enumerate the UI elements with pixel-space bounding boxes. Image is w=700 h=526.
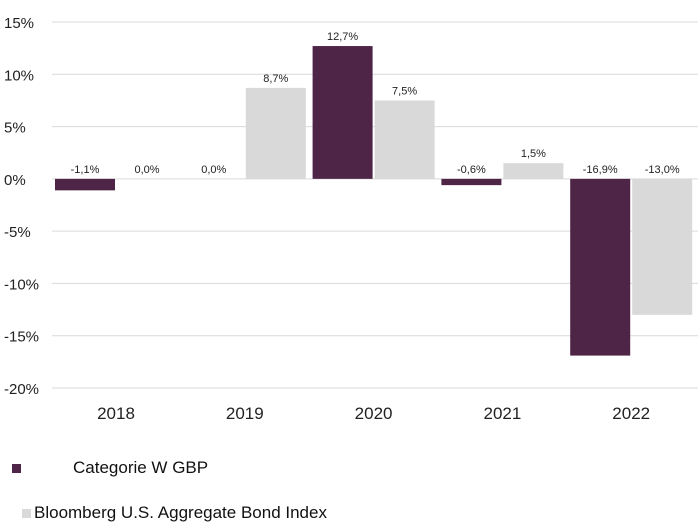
bar-series-1 (570, 178, 631, 356)
data-label: -1,1% (71, 164, 100, 176)
y-tick-label: 10% (4, 67, 34, 84)
data-label: 0,0% (201, 164, 226, 176)
x-tick-label: 2018 (97, 404, 135, 423)
y-tick-label: 5% (4, 120, 26, 137)
bar-series-2 (245, 87, 306, 179)
legend-swatch-series-1 (12, 463, 21, 473)
y-tick-label: 0% (4, 172, 26, 189)
data-labels: -1,1% 0,0% 0,0% 8,7% 12,7% 7,5% -0,6% 1,5% -16,9… (71, 31, 680, 176)
data-label: 1,5% (521, 148, 546, 160)
y-tick-label: -5% (4, 224, 31, 241)
bar-series-2 (374, 100, 435, 179)
y-tick-label: -15% (4, 329, 39, 346)
x-tick-label: 2019 (226, 404, 264, 423)
x-tick-label: 2022 (612, 404, 650, 423)
data-label: 8,7% (263, 73, 288, 85)
y-tick-label: -20% (4, 381, 39, 398)
data-label: -0,6% (457, 164, 486, 176)
data-label: 12,7% (327, 31, 358, 43)
bars (55, 46, 693, 356)
x-tick-label: 2021 (483, 404, 521, 423)
y-tick-label: 15% (4, 15, 34, 32)
bar-series-1 (441, 178, 502, 186)
x-axis-labels: 2018 2019 2020 2021 2022 (97, 404, 650, 423)
y-axis-labels: 15% 10% 5% 0% -5% -10% -15% -20% (4, 15, 39, 398)
legend-label-series-1: Categorie W GBP (73, 458, 209, 477)
legend-item-series-1: Categorie W GBP (12, 458, 208, 478)
bar-chart: 15% 10% 5% 0% -5% -10% -15% -20% -1,1% 0,0% 0,0% 8… (4, 15, 698, 423)
bar-series-2 (632, 178, 693, 315)
bar-series-1 (312, 46, 373, 179)
data-label: -13,0% (645, 164, 680, 176)
legend-label-series-2: Bloomberg U.S. Aggregate Bond Index (34, 503, 327, 522)
legend-item-series-2: Bloomberg U.S. Aggregate Bond Index (22, 503, 327, 523)
y-tick-label: -10% (4, 276, 39, 293)
x-tick-label: 2020 (355, 404, 393, 423)
bar-series-1 (55, 178, 115, 191)
data-label: -16,9% (583, 164, 618, 176)
data-label: 0,0% (134, 164, 159, 176)
legend-swatch-series-2 (22, 508, 31, 518)
data-label: 7,5% (392, 85, 417, 97)
bar-series-2 (503, 163, 564, 179)
